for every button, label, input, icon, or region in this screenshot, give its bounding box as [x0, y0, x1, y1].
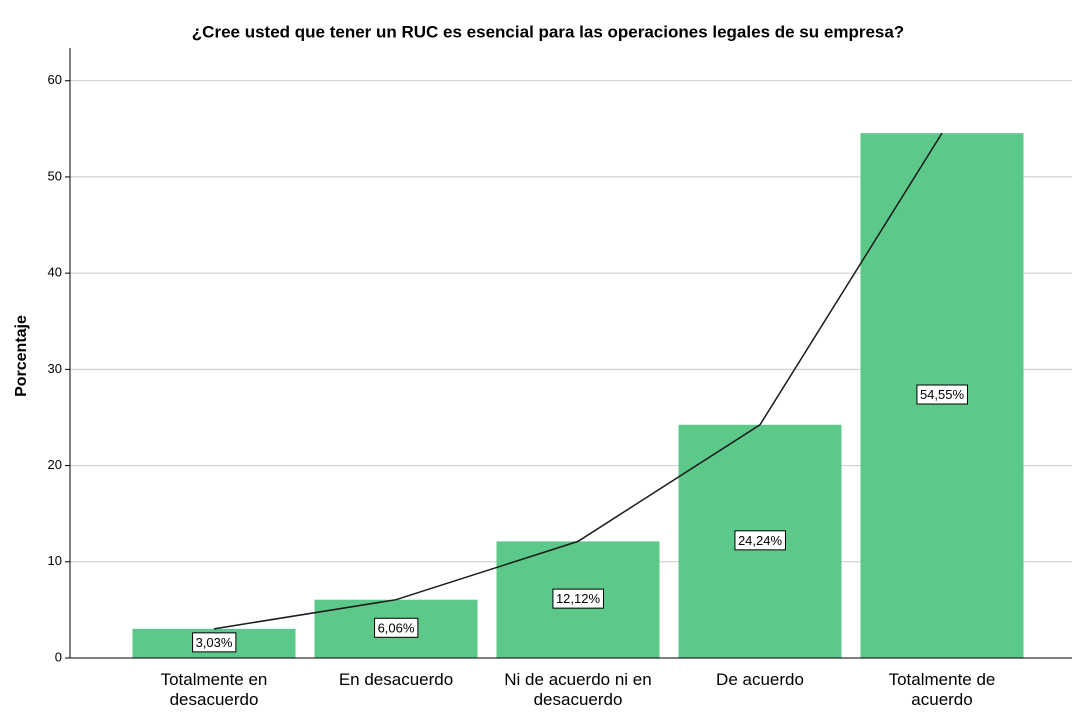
line: [213, 132, 943, 630]
y-tick-label: 0: [55, 649, 62, 664]
value-label-box: [552, 588, 604, 609]
value-label-box: [374, 617, 419, 638]
value-label: 12,12%: [556, 591, 601, 606]
y-tick-label: 60: [48, 72, 62, 87]
value-label-box: [192, 632, 237, 653]
y-tick-label: 50: [48, 168, 62, 183]
value-label: 6,06%: [378, 620, 415, 635]
x-tick-label: Totalmente de acuerdo: [888, 670, 996, 709]
value-label: 24,24%: [738, 533, 783, 548]
value-label: 54,55%: [920, 387, 965, 402]
value-label: 3,03%: [196, 635, 233, 650]
y-tick-label: 30: [48, 361, 62, 376]
x-tick-label: Ni de acuerdo ni en desacuerdo: [504, 670, 652, 709]
y-tick-label: 20: [48, 457, 62, 472]
value-label-box: [916, 384, 968, 405]
x-tick-label: En desacuerdo: [338, 670, 454, 689]
chart-title: ¿Cree usted que tener un RUC es esencial…: [192, 22, 904, 41]
x-tick-label: De acuerdo: [716, 670, 804, 689]
value-label-box: [734, 530, 786, 551]
y-axis-label: Porcentaje: [13, 315, 30, 397]
y-tick-label: 10: [48, 553, 62, 568]
y-tick-label: 40: [48, 265, 62, 280]
x-tick-label: Totalmente en desacuerdo: [160, 670, 268, 709]
